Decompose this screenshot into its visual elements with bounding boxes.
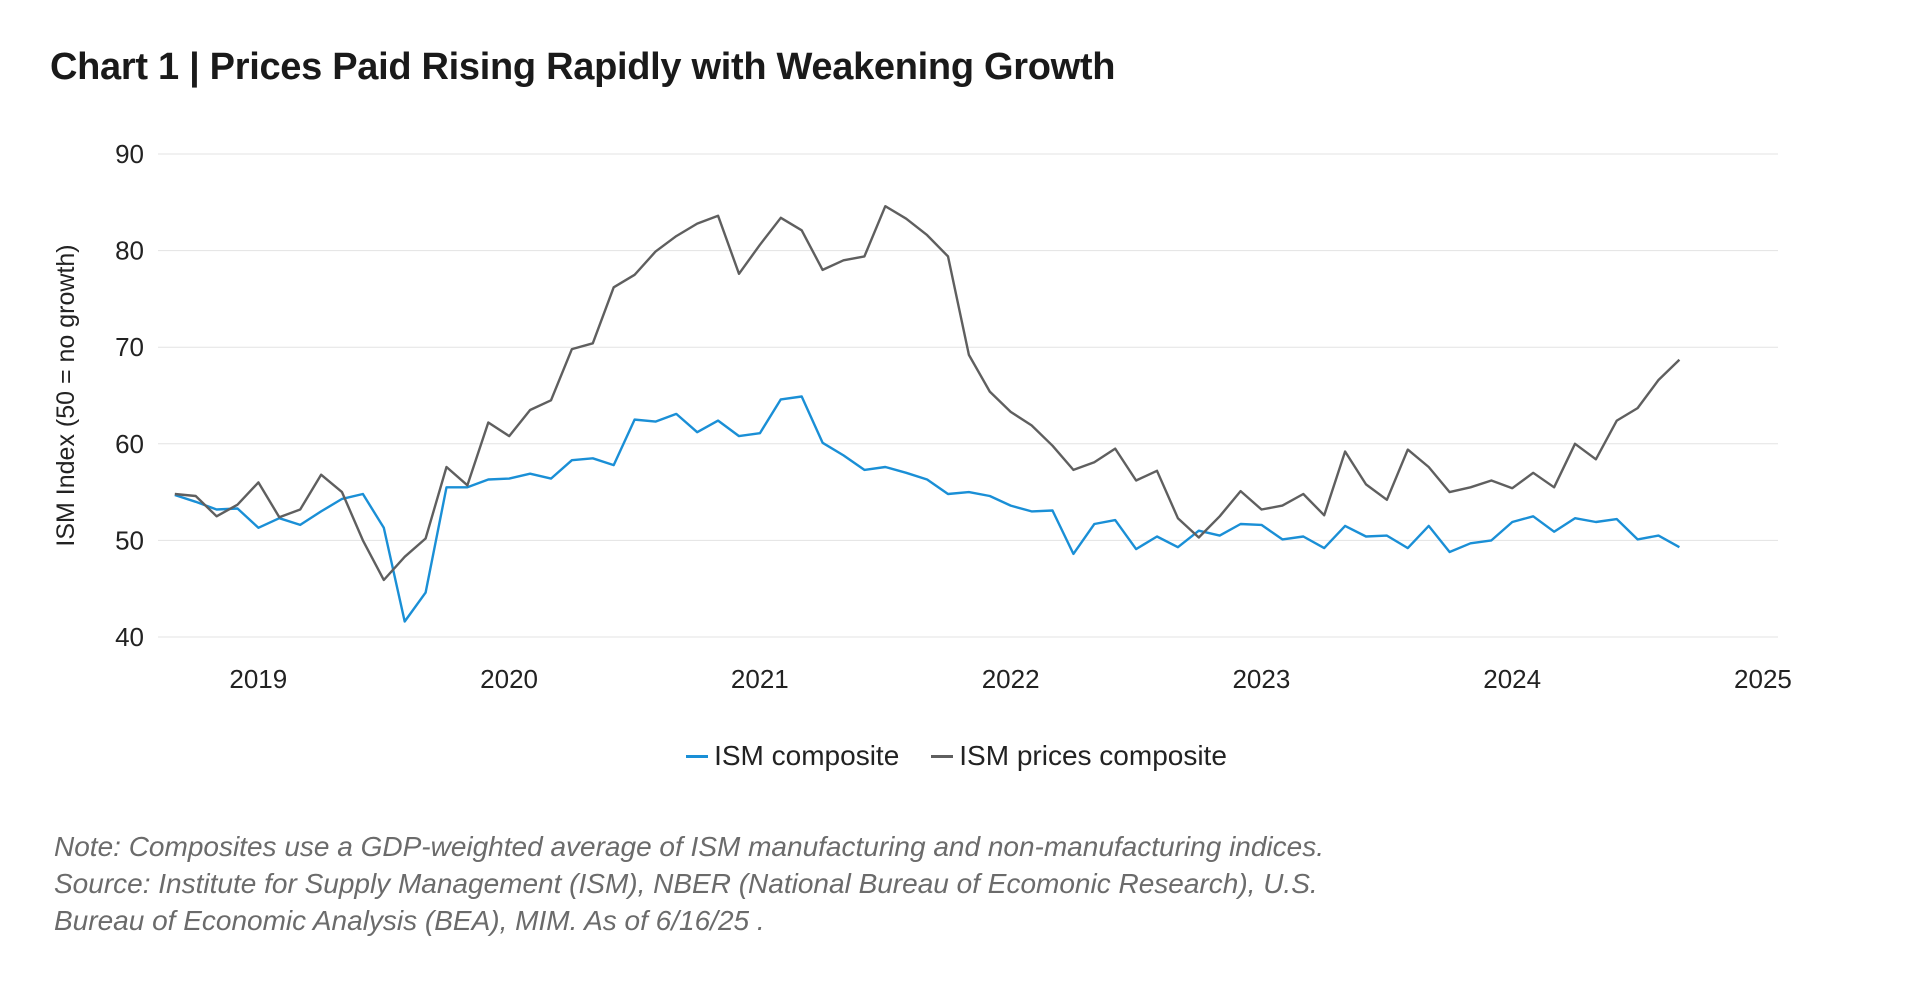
y-tick-label-60: 60	[115, 429, 144, 459]
chart-title: Chart 1 | Prices Paid Rising Rapidly wit…	[50, 46, 1116, 88]
y-tick-label-80: 80	[115, 236, 144, 266]
legend-label-ism-prices-composite: ISM prices composite	[959, 740, 1227, 771]
x-tick-label-2025: 2025	[1734, 664, 1792, 694]
legend-swatch-ism-prices-composite	[931, 754, 954, 758]
note-line: Note: Composites use a GDP-weighted aver…	[54, 831, 1325, 862]
series-line-ism-composite	[174, 395, 1680, 623]
line-chart: 40 50 60 70 80 90 2019 2020 2021 2022 2023 2024 2025…	[52, 139, 1792, 694]
series-line-ism-prices-composite	[174, 204, 1681, 582]
legend: ISM composite ISM prices composite	[0, 740, 1913, 772]
y-tick-label-40: 40	[115, 622, 144, 652]
chart-note: Note: Composites use a GDP-weighted aver…	[54, 828, 1324, 939]
x-tick-label-2022: 2022	[982, 664, 1040, 694]
y-tick-label-50: 50	[115, 525, 144, 555]
x-tick-label-2020: 2020	[480, 664, 538, 694]
x-tick-label-2024: 2024	[1483, 664, 1541, 694]
y-tick-label-70: 70	[115, 332, 144, 362]
y-tick-label-90: 90	[115, 139, 144, 169]
source-line-continued: Bureau of Economic Analysis (BEA), MIM. …	[54, 905, 765, 936]
legend-label-ism-composite: ISM composite	[714, 740, 900, 771]
x-tick-label-2023: 2023	[1232, 664, 1290, 694]
legend-swatch-ism-composite	[686, 754, 709, 758]
source-line: Source: Institute for Supply Management …	[54, 868, 1318, 899]
y-axis-title: ISM Index (50 = no growth)	[52, 244, 80, 546]
legend-item-ism-composite: ISM composite	[686, 740, 899, 772]
legend-item-ism-prices-composite: ISM prices composite	[931, 740, 1227, 772]
x-tick-label-2021: 2021	[731, 664, 789, 694]
x-tick-label-2019: 2019	[229, 664, 287, 694]
